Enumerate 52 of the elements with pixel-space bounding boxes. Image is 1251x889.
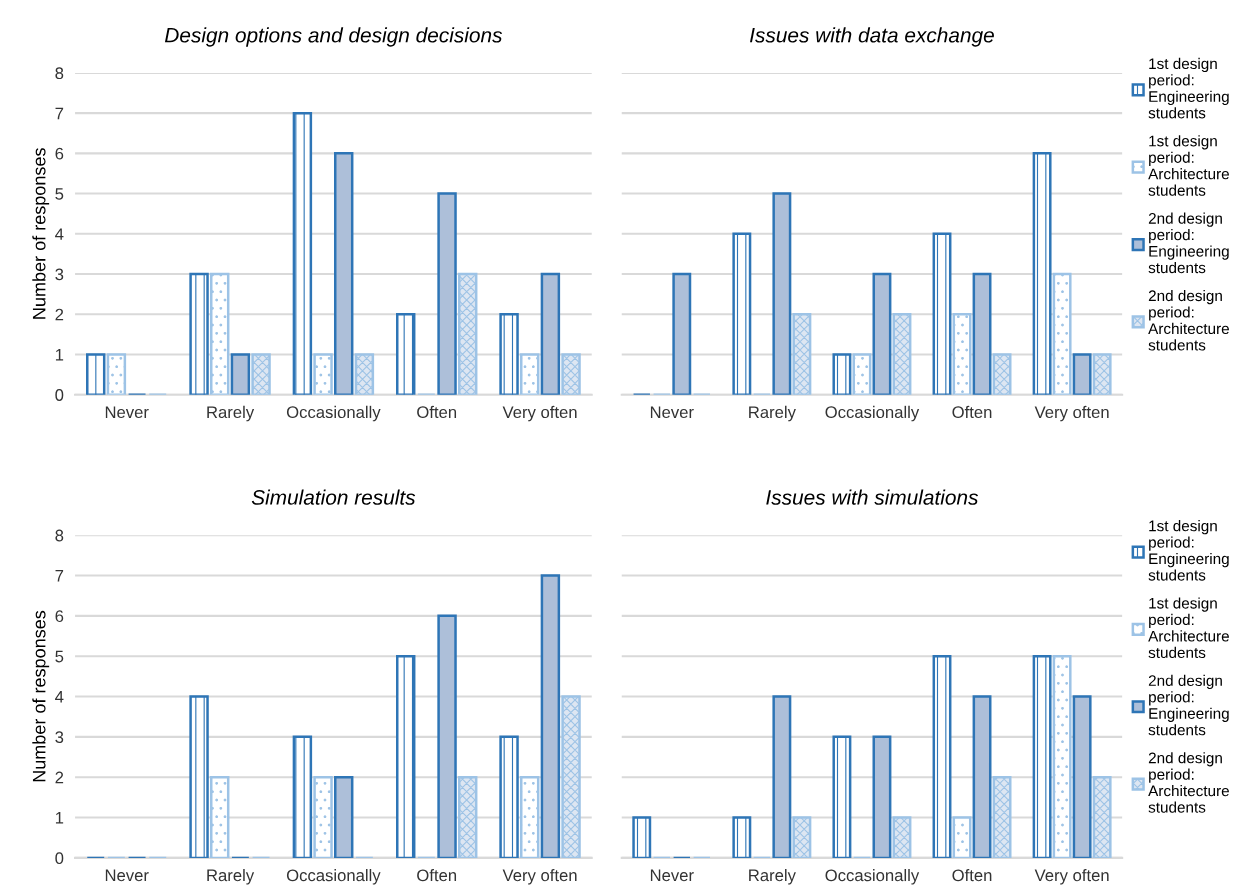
legend-label: 2nd design period: Engineering students [1148,212,1229,274]
y-axis-title: Number of responses [32,148,50,319]
y-tick-label: 4 [55,228,64,240]
chart-title: Issues with data exchange [750,27,994,47]
y-tick-label: 6 [55,147,64,160]
x-tick-label: Often [952,869,992,882]
legend-label: 1st design period: Engineering students [1148,520,1229,581]
x-tick-label: Occasionally [286,405,381,422]
y-tick-label: 0 [55,389,64,401]
chart-title: Simulation results [251,489,416,505]
legend-label: 2nd design period: Architecture students [1148,752,1229,813]
x-tick-label: Never [105,869,149,882]
x-tick-label: Occasionally [825,405,920,422]
x-tick-label: Rarely [749,405,796,422]
legend-label: 2nd design period: Engineering students [1148,674,1229,736]
x-tick-label: Often [952,405,992,419]
y-tick-label: 1 [55,349,64,361]
x-tick-label: Often [417,869,457,882]
x-tick-label: Very often [502,405,577,422]
y-tick-label: 5 [55,650,64,663]
y-tick-label: 8 [55,67,64,80]
y-tick-label: 7 [55,107,64,120]
x-tick-label: Rarely [749,869,796,885]
x-tick-label: Rarely [207,869,255,885]
x-tick-label: Often [417,405,457,419]
x-tick-label: Very often [502,869,577,885]
legend-label: 1st design period: Architecture students [1148,135,1229,196]
y-tick-label: 1 [55,812,64,824]
x-tick-label: Very often [1034,869,1109,885]
y-tick-label: 2 [55,308,64,321]
legend-label: 1st design period: Engineering students [1148,57,1229,119]
x-tick-label: Very often [1034,405,1109,422]
y-tick-label: 8 [55,529,64,542]
y-tick-label: 2 [55,771,64,784]
y-tick-label: 0 [55,852,64,865]
y-axis-title: Number of responses [32,610,50,782]
legend-label: 2nd design period: Architecture students [1148,289,1229,351]
x-tick-label: Rarely [207,405,255,422]
y-tick-label: 6 [55,610,64,623]
x-tick-label: Never [650,406,694,419]
x-tick-label: Occasionally [825,869,920,885]
x-tick-label: Never [650,869,694,882]
chart-title: Issues with simulations [766,489,979,505]
x-tick-label: Occasionally [286,869,381,885]
legend-label: 1st design period: Architecture students [1148,597,1229,659]
x-tick-label: Never [105,406,149,419]
y-tick-label: 7 [55,570,64,582]
y-tick-label: 3 [55,731,64,744]
chart-title: Design options and design decisions [164,27,503,47]
y-tick-label: 4 [55,691,64,703]
y-tick-label: 5 [55,188,64,200]
y-tick-label: 3 [55,268,64,281]
